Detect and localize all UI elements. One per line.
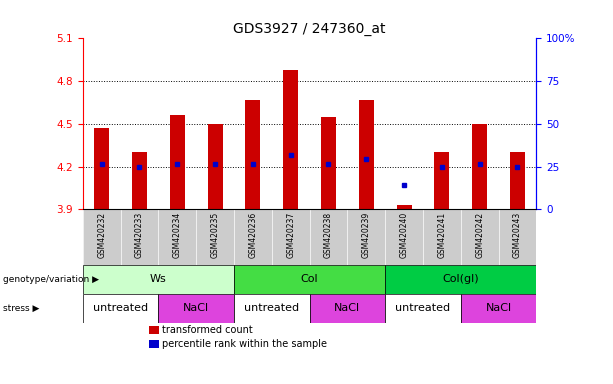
Text: stress ▶: stress ▶ bbox=[3, 304, 39, 313]
Text: Col(gl): Col(gl) bbox=[443, 274, 479, 285]
Bar bbox=[234, 265, 385, 294]
Bar bbox=[207, 124, 223, 209]
Text: transformed count: transformed count bbox=[162, 325, 253, 335]
Text: NaCl: NaCl bbox=[183, 303, 209, 313]
Bar bbox=[283, 70, 299, 209]
Bar bbox=[94, 128, 109, 209]
Bar bbox=[83, 265, 234, 294]
Text: untreated: untreated bbox=[93, 303, 148, 313]
Text: GSM420237: GSM420237 bbox=[286, 212, 295, 258]
Bar bbox=[472, 124, 487, 209]
Text: GSM420233: GSM420233 bbox=[135, 212, 144, 258]
Text: NaCl: NaCl bbox=[485, 303, 512, 313]
Bar bbox=[148, 340, 159, 349]
Bar bbox=[321, 117, 336, 209]
Text: GSM420235: GSM420235 bbox=[210, 212, 219, 258]
Bar bbox=[434, 152, 449, 209]
Text: GSM420236: GSM420236 bbox=[248, 212, 257, 258]
Bar bbox=[310, 294, 385, 323]
Text: GSM420243: GSM420243 bbox=[513, 212, 522, 258]
Bar bbox=[132, 152, 147, 209]
Text: NaCl: NaCl bbox=[334, 303, 360, 313]
Bar bbox=[397, 205, 412, 209]
Bar bbox=[359, 99, 374, 209]
Text: genotype/variation ▶: genotype/variation ▶ bbox=[3, 275, 99, 284]
Text: GSM420234: GSM420234 bbox=[173, 212, 182, 258]
Title: GDS3927 / 247360_at: GDS3927 / 247360_at bbox=[234, 22, 386, 36]
Text: GSM420232: GSM420232 bbox=[97, 212, 106, 258]
Bar bbox=[170, 115, 185, 209]
Bar bbox=[158, 294, 234, 323]
Bar bbox=[385, 265, 536, 294]
Text: untreated: untreated bbox=[244, 303, 299, 313]
Bar bbox=[461, 294, 536, 323]
Text: percentile rank within the sample: percentile rank within the sample bbox=[162, 339, 327, 349]
Text: GSM420238: GSM420238 bbox=[324, 212, 333, 258]
Bar bbox=[385, 294, 461, 323]
Text: GSM420242: GSM420242 bbox=[475, 212, 484, 258]
Bar bbox=[510, 152, 525, 209]
Text: GSM420239: GSM420239 bbox=[362, 212, 371, 258]
Text: GSM420240: GSM420240 bbox=[400, 212, 409, 258]
Bar bbox=[83, 294, 158, 323]
Text: GSM420241: GSM420241 bbox=[437, 212, 446, 258]
Bar bbox=[234, 294, 310, 323]
Text: Ws: Ws bbox=[150, 274, 167, 285]
Text: Col: Col bbox=[301, 274, 318, 285]
Bar bbox=[245, 99, 261, 209]
Bar bbox=[148, 326, 159, 334]
Text: untreated: untreated bbox=[395, 303, 451, 313]
